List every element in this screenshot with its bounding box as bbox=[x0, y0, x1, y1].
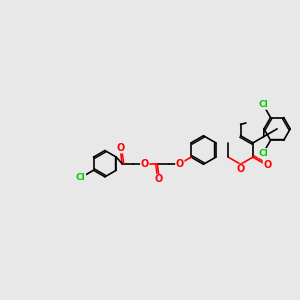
Text: O: O bbox=[263, 160, 272, 170]
Text: Cl: Cl bbox=[258, 148, 268, 158]
Text: O: O bbox=[116, 143, 125, 153]
Text: Cl: Cl bbox=[76, 173, 86, 182]
Text: Cl: Cl bbox=[258, 100, 268, 109]
Text: O: O bbox=[154, 174, 163, 184]
Text: O: O bbox=[176, 159, 184, 169]
Text: O: O bbox=[141, 159, 149, 169]
Text: O: O bbox=[236, 164, 245, 174]
